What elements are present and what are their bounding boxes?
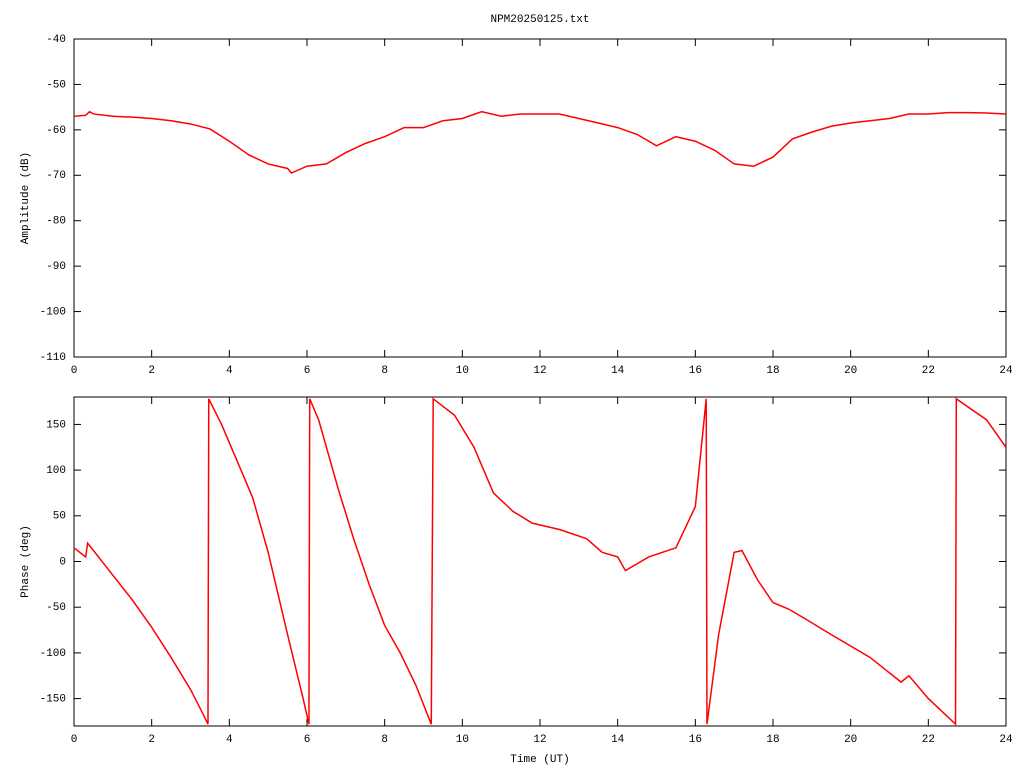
x-tick-label: 14 xyxy=(611,734,625,746)
x-tick-label: 14 xyxy=(611,365,625,377)
x-tick-label: 10 xyxy=(456,734,469,746)
x-tick-label: 20 xyxy=(844,734,857,746)
y-tick-label: -100 xyxy=(40,648,66,660)
data-line xyxy=(73,110,1007,174)
y-tick-label: -100 xyxy=(40,306,66,318)
x-tick-label: 8 xyxy=(381,734,388,746)
x-tick-label: 4 xyxy=(226,365,233,377)
x-tick-label: 24 xyxy=(999,365,1013,377)
y-tick-label: 100 xyxy=(46,465,66,477)
x-tick-label: 18 xyxy=(766,734,779,746)
x-tick-label: 16 xyxy=(689,365,702,377)
y-tick-label: 50 xyxy=(53,511,66,523)
y-tick-label: -60 xyxy=(46,125,66,137)
y-tick-label: -110 xyxy=(40,352,66,364)
y-tick-label: -50 xyxy=(46,79,66,91)
x-axis-label: Time (UT) xyxy=(510,754,569,766)
x-tick-label: 6 xyxy=(304,365,311,377)
y-axis-label: Amplitude (dB) xyxy=(20,152,32,244)
x-tick-label: 2 xyxy=(148,365,155,377)
x-tick-label: 22 xyxy=(922,365,935,377)
y-tick-label: -150 xyxy=(40,693,66,705)
x-tick-label: 0 xyxy=(71,365,78,377)
y-axis-label: Phase (deg) xyxy=(20,525,32,598)
y-tick-label: 0 xyxy=(59,556,66,568)
x-tick-label: 4 xyxy=(226,734,233,746)
plot-frame xyxy=(73,396,1007,727)
x-tick-label: 18 xyxy=(766,365,779,377)
y-tick-label: -70 xyxy=(46,170,66,182)
x-tick-label: 22 xyxy=(922,734,935,746)
x-tick-label: 12 xyxy=(533,365,546,377)
x-tick-label: 2 xyxy=(148,734,155,746)
x-tick-label: 8 xyxy=(381,365,388,377)
data-line xyxy=(73,397,1007,726)
x-tick-label: 16 xyxy=(689,734,702,746)
x-tick-label: 10 xyxy=(456,365,469,377)
y-tick-label: 150 xyxy=(46,419,66,431)
chart-title: NPM20250125.txt xyxy=(490,14,589,26)
x-tick-label: 12 xyxy=(533,734,546,746)
plot-frame xyxy=(73,38,1007,358)
y-tick-label: -80 xyxy=(46,216,66,228)
x-tick-label: 6 xyxy=(304,734,311,746)
x-tick-label: 20 xyxy=(844,365,857,377)
y-tick-label: -40 xyxy=(46,34,66,46)
y-tick-label: -90 xyxy=(46,261,66,273)
x-tick-label: 24 xyxy=(999,734,1013,746)
y-tick-label: -50 xyxy=(46,602,66,614)
x-tick-label: 0 xyxy=(71,734,78,746)
